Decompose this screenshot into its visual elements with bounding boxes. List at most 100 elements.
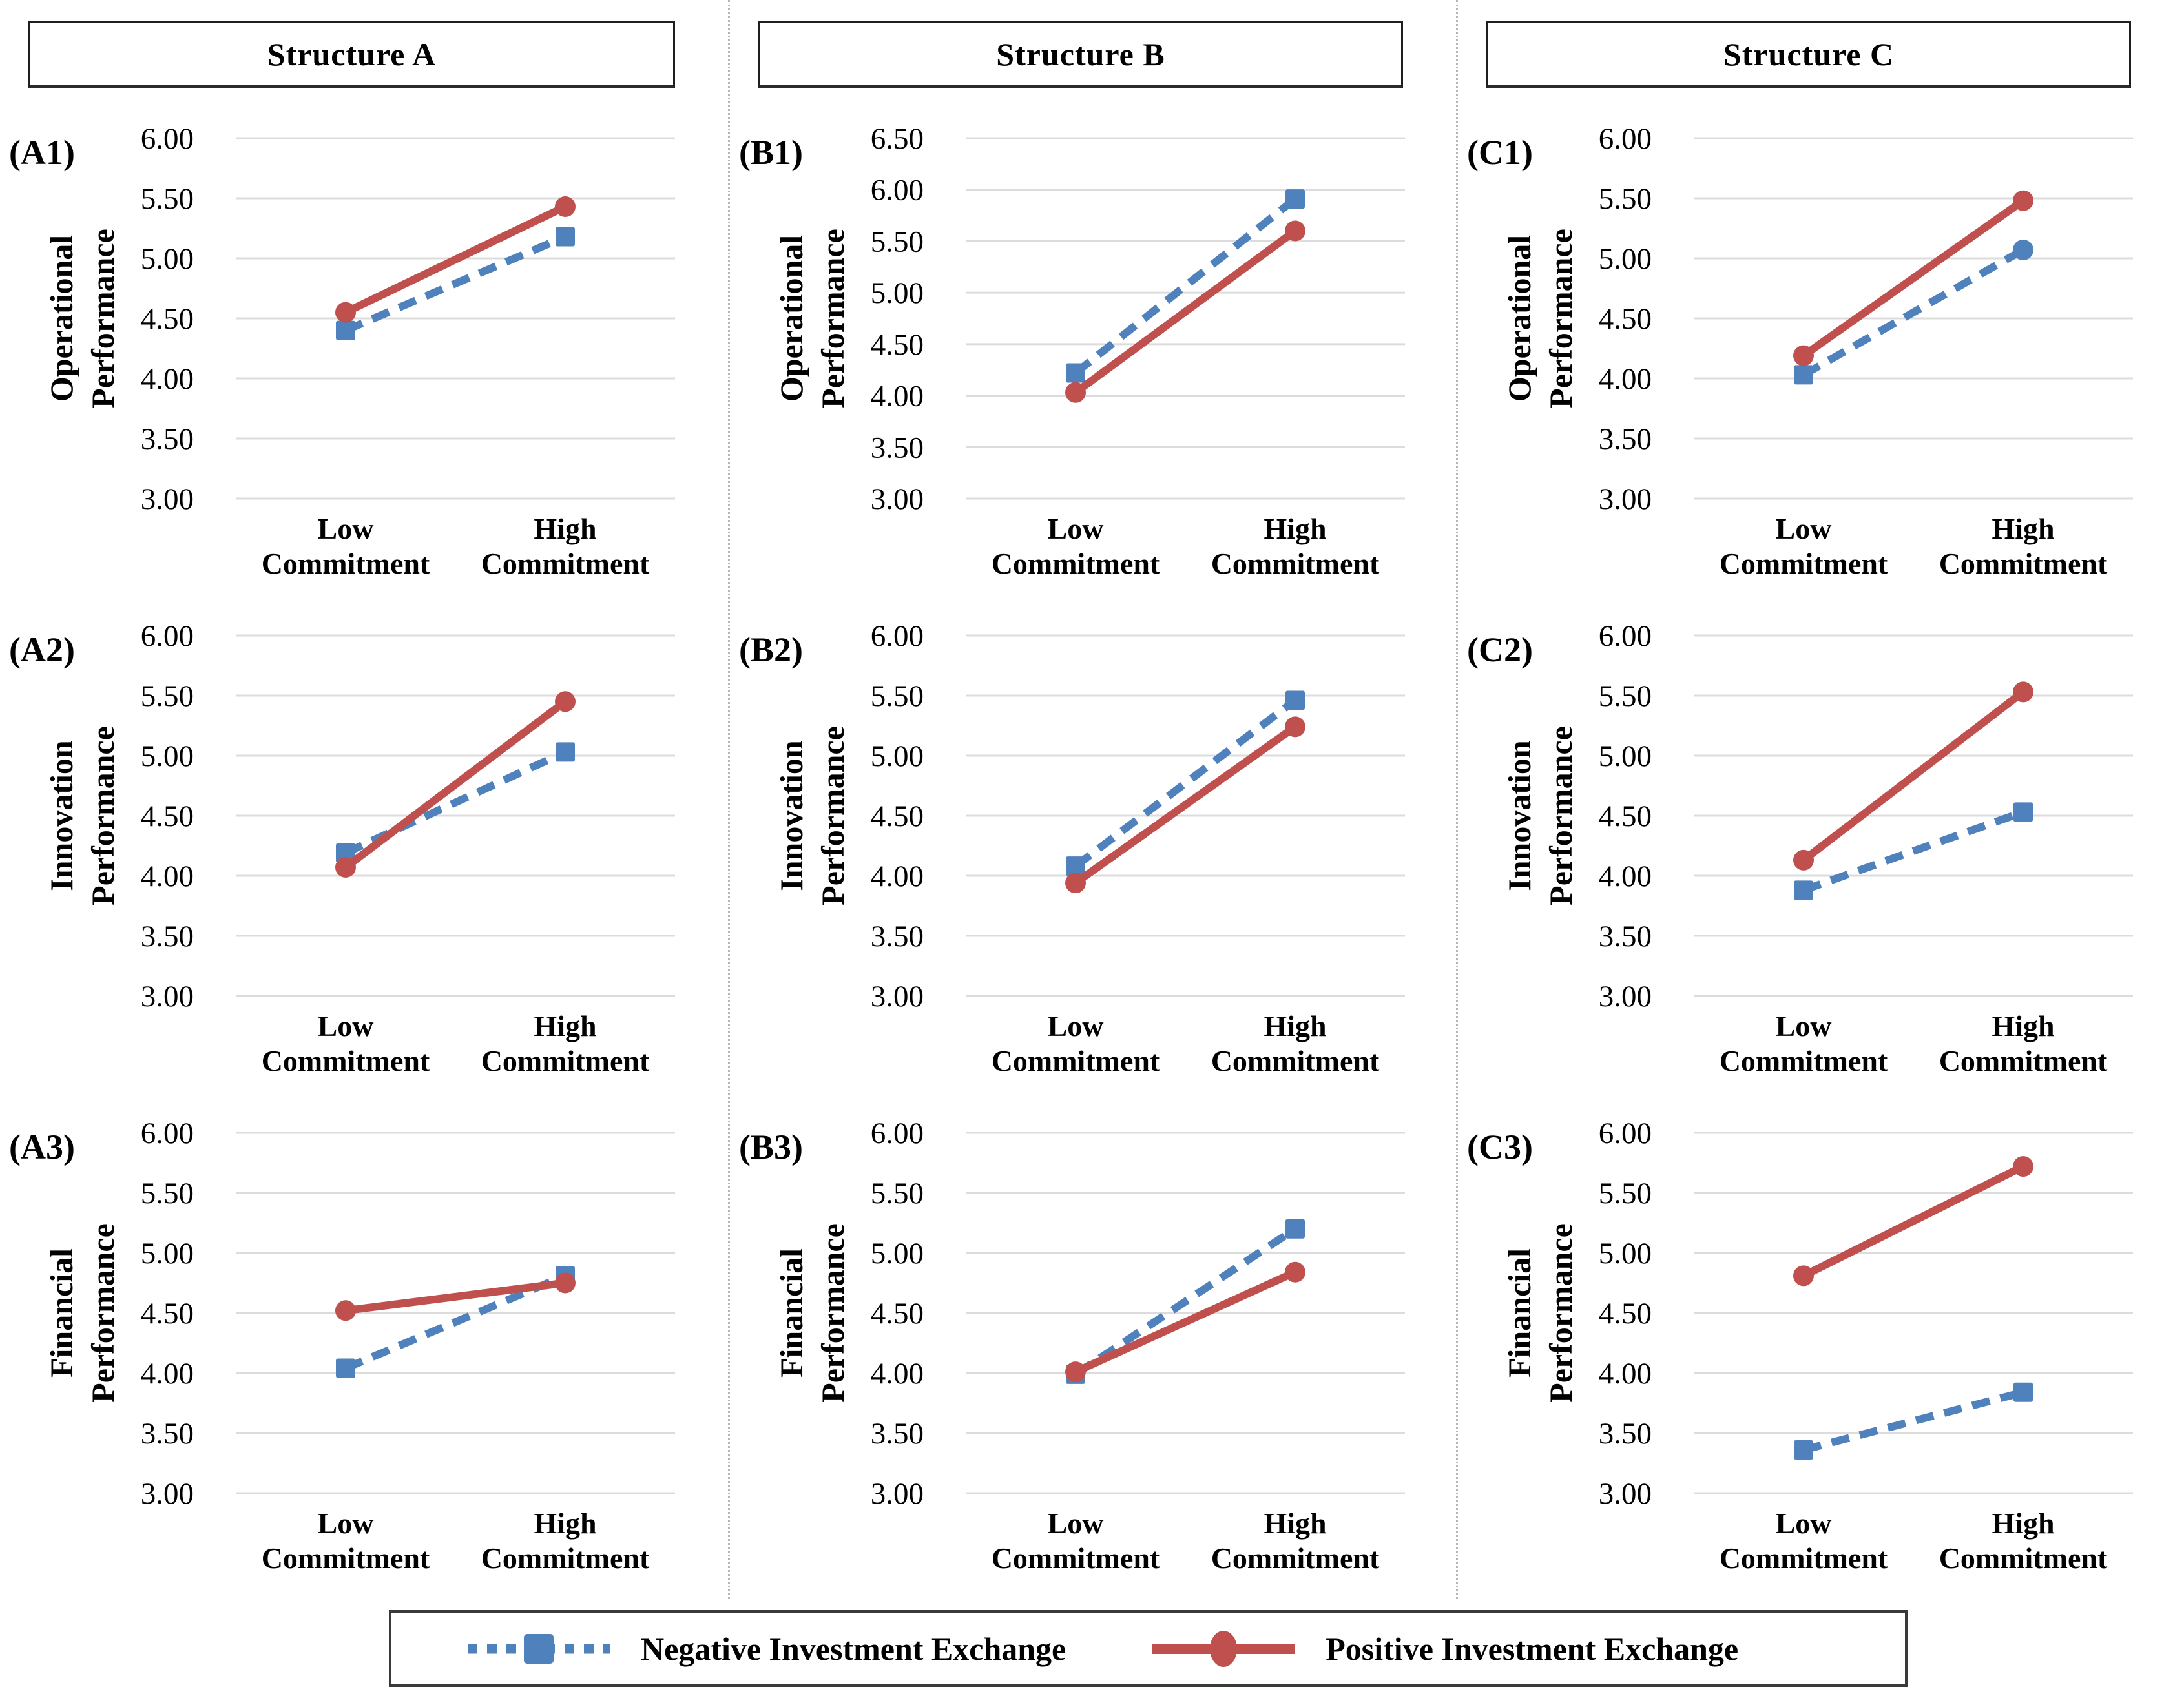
series-line-negative (1802, 808, 2025, 894)
chart-svg-C2: 6.00 5.50 5.00 4.50 4.00 3.50 3.00 (C2) Innovati… (1467, 619, 2133, 1077)
y-tick-label: 3.50 (141, 422, 194, 456)
positive-circle-marker (1285, 716, 1305, 738)
column-structure-a: Structure A 6.00 5.50 5.00 4.50 4.00 3.50 3.00… (0, 0, 728, 1599)
series-line-negative (1073, 1225, 1298, 1378)
series-line-negative (344, 233, 567, 335)
y-tick-label: 4.50 (871, 800, 924, 833)
y-tick-label: 3.50 (1599, 920, 1652, 953)
chart-B3: 6.00 5.50 5.00 4.50 4.00 3.50 3.00 (B3) Financia… (730, 1102, 1458, 1599)
y-tick-label: 6.00 (141, 1117, 194, 1150)
x-tick-label: Commitment (481, 1044, 650, 1077)
positive-circle-marker (555, 196, 576, 218)
y-tick-label: 4.00 (871, 860, 924, 893)
positive-circle-marker (1285, 220, 1305, 242)
negative-square-marker (556, 227, 575, 247)
series-line-negative (1802, 1388, 2024, 1454)
y-tick-label: 4.00 (141, 362, 194, 396)
panel-label-C1: (C1) (1467, 133, 1533, 172)
x-tick-label: Commitment (1939, 1044, 2108, 1077)
x-tick-label: Commitment (262, 1044, 430, 1077)
negative-square-marker (1794, 880, 1813, 900)
y-axis-label: Operational (773, 235, 809, 402)
y-axis-label: Performance (1543, 1223, 1579, 1403)
y-tick-label: 3.00 (871, 980, 924, 1013)
panel-label-B2: (B2) (739, 630, 803, 669)
y-tick-label: 3.50 (1599, 1417, 1652, 1451)
y-axis-label: Innovation (43, 740, 79, 891)
y-axis-label: Performance (815, 229, 851, 408)
x-tick-label: Commitment (1720, 1044, 1888, 1077)
y-tick-label: 4.00 (871, 1357, 924, 1390)
y-tick-label: 3.50 (871, 920, 924, 953)
series-line-positive (1802, 1162, 2025, 1279)
y-axis-label: Performance (1543, 229, 1579, 408)
y-tick-label: 3.00 (871, 482, 924, 516)
y-axis-label: Operational (1501, 235, 1537, 402)
y-tick-label: 3.00 (141, 482, 194, 516)
y-tick-label: 4.50 (141, 800, 194, 833)
y-tick-label: 3.50 (871, 431, 924, 464)
series-line-positive (1073, 723, 1298, 887)
positive-circle-marker (2013, 190, 2033, 211)
y-axis-label: Performance (815, 726, 851, 905)
y-axis-label: Financial (773, 1248, 809, 1378)
chart-svg-B1: 6.50 6.00 5.50 5.00 4.50 4.00 3.50 3.00 (B1) Oper… (739, 122, 1405, 580)
series-line-positive (1073, 227, 1298, 396)
y-tick-label: 5.50 (871, 1177, 924, 1210)
series-line-negative (1073, 697, 1298, 869)
x-tick-label: High (1992, 1507, 2054, 1540)
series-line-positive (344, 203, 567, 316)
negative-square-marker (1066, 363, 1085, 383)
positive-circle-marker (1065, 382, 1086, 403)
y-axis-label: Performance (1543, 726, 1579, 905)
y-axis-label: Performance (85, 726, 121, 905)
y-tick-label: 4.50 (1599, 800, 1652, 833)
y-axis-label: Performance (85, 1223, 121, 1403)
x-tick-label: Low (318, 1507, 374, 1540)
x-tick-label: Commitment (262, 547, 430, 580)
y-tick-label: 4.00 (141, 860, 194, 893)
y-tick-label: 3.50 (141, 1417, 194, 1451)
series-line-negative (344, 1272, 567, 1372)
negative-square-marker (556, 742, 575, 762)
y-tick-label: 6.00 (1599, 122, 1652, 156)
positive-circle-marker (335, 856, 356, 878)
y-tick-label: 5.50 (141, 679, 194, 713)
y-tick-label: 3.00 (1599, 482, 1652, 516)
y-axis-label: Performance (85, 229, 121, 408)
y-tick-label: 6.00 (1599, 1117, 1652, 1150)
positive-circle-marker (1285, 1261, 1305, 1283)
positive-circle-marker (2013, 1156, 2033, 1177)
series-line-negative (1802, 246, 2025, 378)
x-tick-label: Low (1048, 1009, 1104, 1042)
panel-label-C2: (C2) (1467, 630, 1533, 669)
y-tick-label: 4.50 (1599, 302, 1652, 336)
positive-circle-marker (1793, 849, 1814, 871)
y-tick-label: 5.00 (141, 1237, 194, 1270)
series-line-negative (1073, 196, 1298, 377)
legend: Negative Investment Exchange Positive In… (389, 1610, 1908, 1687)
column-title-c: Structure C (1723, 36, 1895, 72)
negative-dashed-line-swatch (468, 1633, 610, 1664)
series-line-positive (1801, 688, 2026, 863)
chart-svg-A3: 6.00 5.50 5.00 4.50 4.00 3.50 3.00 (A3) Financia… (9, 1117, 675, 1575)
x-tick-label: High (1264, 512, 1326, 545)
x-tick-label: Low (1776, 1507, 1832, 1540)
legend-label-positive: Positive Investment Exchange (1326, 1630, 1739, 1667)
x-tick-label: High (534, 1507, 596, 1540)
negative-square-marker (1066, 856, 1085, 876)
positive-circle-marker (1793, 1265, 1814, 1286)
positive-circle-marker (2013, 681, 2033, 703)
chart-B1: 6.50 6.00 5.50 5.00 4.50 4.00 3.50 3.00 (B1) Oper… (730, 107, 1458, 604)
x-tick-label: Low (318, 512, 374, 545)
y-tick-label: 6.00 (871, 174, 924, 207)
chart-A3: 6.00 5.50 5.00 4.50 4.00 3.50 3.00 (A3) Financia… (0, 1102, 728, 1599)
x-tick-label: High (1992, 512, 2054, 545)
x-tick-label: Commitment (1720, 1542, 1888, 1575)
panel-label-A1: (A1) (9, 133, 75, 172)
y-tick-label: 3.00 (141, 980, 194, 1013)
panel-label-B3: (B3) (739, 1128, 803, 1166)
y-tick-label: 3.50 (141, 920, 194, 953)
chart-C3: 6.00 5.50 5.00 4.50 4.00 3.50 3.00 (C3) Financia… (1458, 1102, 2184, 1599)
column-header-structure-b: Structure B (758, 21, 1403, 88)
